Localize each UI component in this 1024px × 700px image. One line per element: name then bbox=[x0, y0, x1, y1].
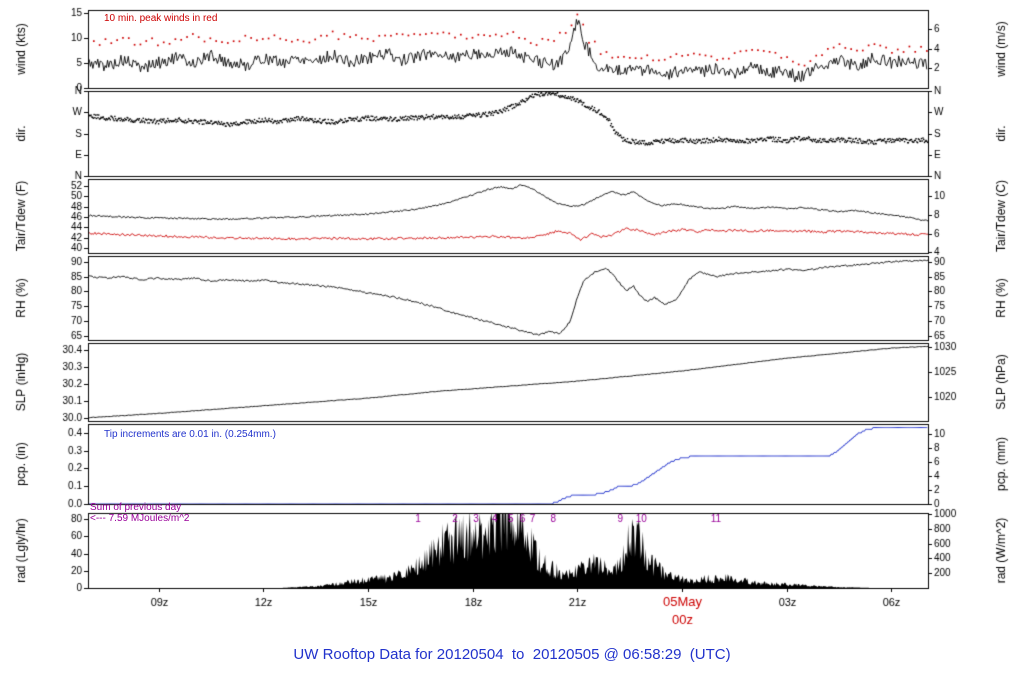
pcp-tip-note: Tip increments are 0.01 in. (0.254mm.) bbox=[104, 429, 276, 440]
rad-mj-note: <--- 7.59 MJoules/m^2 bbox=[90, 513, 190, 524]
rad-sum-note: Sum of previous day bbox=[90, 502, 182, 513]
wind-peak-note: 10 min. peak winds in red bbox=[104, 13, 218, 24]
chart-title: UW Rooftop Data for 20120504 to 20120505… bbox=[293, 646, 731, 663]
